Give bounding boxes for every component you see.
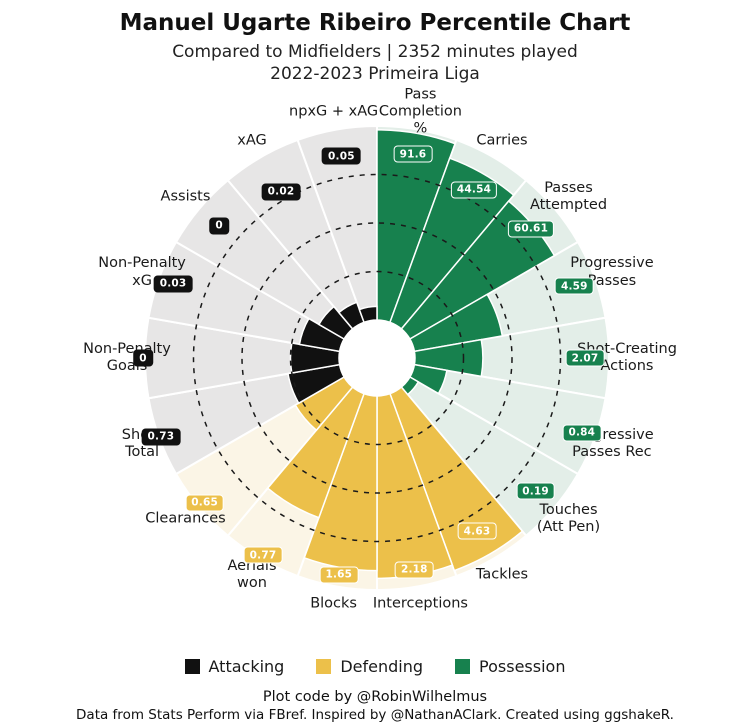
value-badge: 0.19 [516,482,555,500]
value-badge: 0.05 [322,147,361,165]
stat-label: Non-Penalty xG [98,255,186,289]
page-title: Manuel Ugarte Ribeiro Percentile Chart [119,10,631,36]
stat-label: Carries [476,132,528,149]
stat-label: Touches (Att Pen) [536,501,601,535]
value-badge: 0.65 [185,494,224,512]
stat-label: Assists [160,188,211,205]
value-badge: 0.84 [562,424,602,442]
slice-percentile-bar [358,305,378,324]
value-badge: 60.61 [507,220,555,238]
stat-label: Pass Completion % [378,86,462,137]
value-badge: 0.73 [141,428,181,446]
legend-label-attacking: Attacking [208,656,285,676]
slice-percentile-bar [317,305,354,341]
stat-label: xAG [237,132,267,149]
value-badge: 4.59 [554,277,594,295]
value-badge: 91.6 [393,145,433,163]
legend-item-defending: Defending [316,657,423,676]
value-badge: 1.65 [319,566,359,584]
stat-label: Interceptions [372,595,468,612]
legend-item-possession: Possession [455,657,565,676]
stat-label: npxG + xAG [289,103,379,120]
slice-percentile-bar [376,392,454,580]
stat-label: Tackles [475,565,529,582]
value-badge: 0.02 [261,183,301,201]
source-line: Data from Stats Perform via FBref. Inspi… [76,707,674,723]
stat-label: Clearances [145,510,226,527]
legend-label-defending: Defending [340,656,424,676]
slice-percentile-bar [294,375,354,432]
legend-label-possession: Possession [479,656,566,676]
value-badge: 0 [133,349,153,367]
percentile-gridline [289,270,465,446]
value-badge: 44.54 [450,181,498,199]
percentile-gridline [241,222,513,494]
stat-label: Blocks [310,595,357,612]
legend-item-attacking: Attacking [184,656,285,676]
percentile-gridline [192,173,562,543]
value-badge: 4.63 [457,522,497,540]
stat-label: Progressive Passes [570,255,654,289]
value-badge: 0.03 [153,275,193,293]
value-badge: 0 [209,217,229,235]
possession-swatch [455,658,471,674]
subtitle-comparison: Compared to Midfielders | 2352 minutes p… [172,42,578,62]
center-hole [340,321,414,395]
slice-percentile-bar [389,157,515,330]
slice-percentile-bar [376,129,456,324]
slice-percentile-bar [337,301,365,330]
defending-swatch [316,658,332,674]
value-badge: 2.18 [394,561,434,579]
credit-line: Plot code by @RobinWilhelmus [262,689,488,705]
legend: Attacking Defending Possession [0,655,750,677]
slice-percentile-bar [303,392,378,572]
slice-percentile-bar [298,317,346,353]
slice-percentile-bar [266,386,365,519]
stat-label: Passes Attempted [529,180,608,214]
subtitle-season: 2022-2023 Primeira Liga [270,64,480,84]
attacking-swatch [184,658,200,674]
value-badge: 0.77 [243,546,283,564]
value-badge: 2.07 [565,349,605,367]
slice-percentile-bar [287,363,346,405]
stat-label: Non-Penalty Goals [83,340,171,374]
slice-percentile-bar [408,363,448,395]
